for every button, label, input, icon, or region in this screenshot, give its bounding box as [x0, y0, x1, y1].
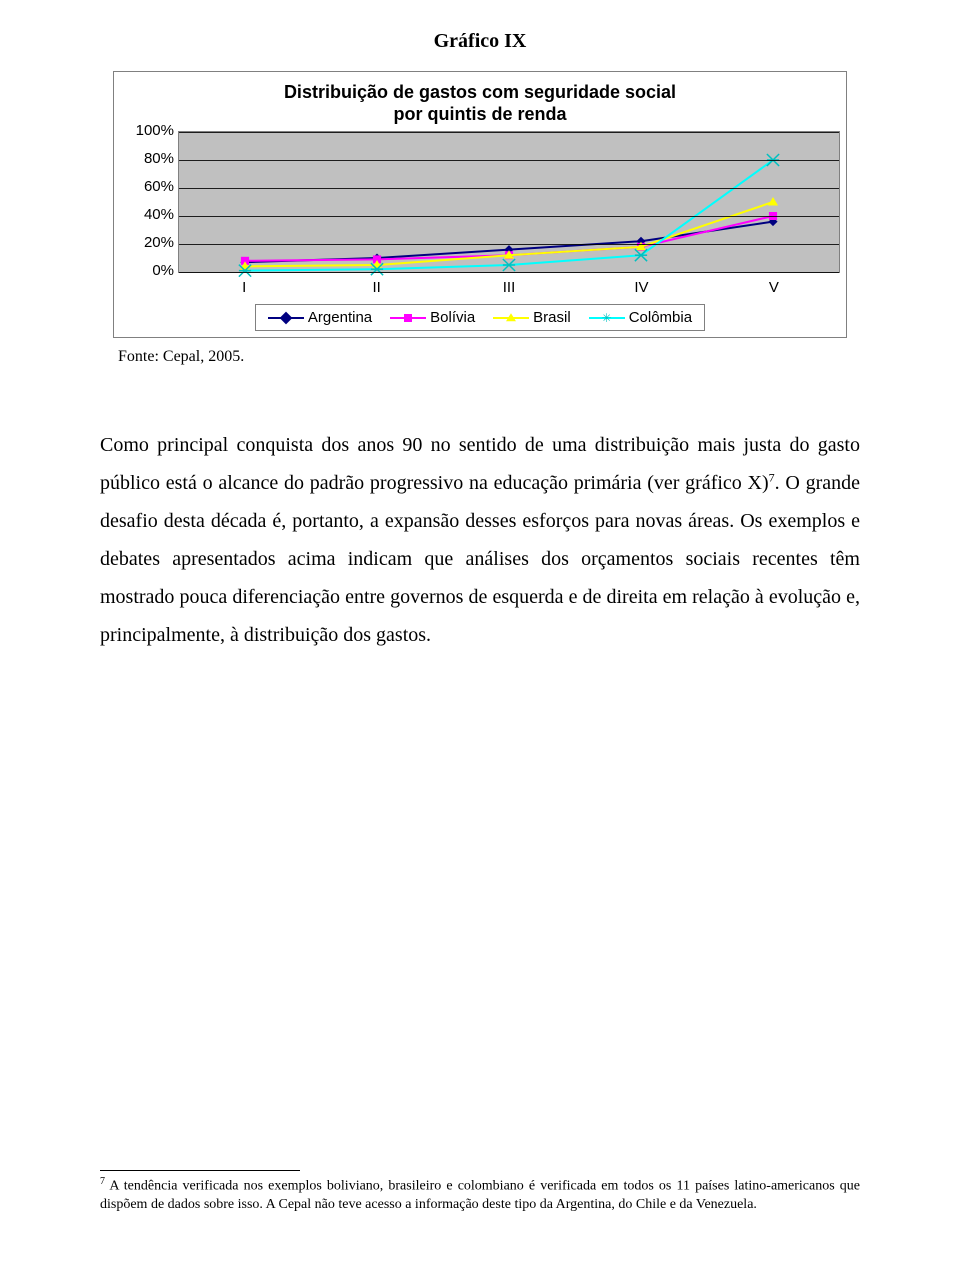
legend: Argentina Bolívia Brasil ✳Colômbia — [255, 304, 705, 331]
footnote-text: A tendência verificada nos exemplos boli… — [100, 1179, 860, 1212]
series-marker — [635, 249, 647, 261]
y-axis: 100%80%60%40%20%0% — [120, 131, 178, 271]
legend-label: Brasil — [533, 309, 571, 326]
figure-label: Gráfico IX — [100, 30, 860, 53]
legend-label: Argentina — [308, 309, 372, 326]
gridline — [179, 216, 839, 217]
plot-area — [178, 131, 840, 273]
legend-item: Bolívia — [390, 309, 475, 326]
legend-item: ✳Colômbia — [589, 309, 692, 326]
gridline — [179, 160, 839, 161]
chart-title: Distribuição de gastos com seguridade so… — [120, 82, 840, 125]
x-tick: III — [443, 279, 575, 296]
x-tick: I — [178, 279, 310, 296]
chart-container: Distribuição de gastos com seguridade so… — [113, 71, 847, 338]
source-text: Fonte: Cepal, 2005. — [118, 348, 860, 366]
gridline — [179, 272, 839, 273]
legend-item: Brasil — [493, 309, 571, 326]
x-tick: II — [310, 279, 442, 296]
chart-title-line1: Distribuição de gastos com seguridade so… — [284, 82, 676, 102]
series-marker — [503, 259, 515, 271]
footnote-mark: 7 — [100, 1176, 105, 1187]
x-axis: IIIIIIIVV — [178, 279, 840, 296]
body-paragraph: Como principal conquista dos anos 90 no … — [100, 426, 860, 654]
chart-title-line2: por quintis de renda — [393, 104, 566, 124]
footnote-7: 7 A tendência verificada nos exemplos bo… — [100, 1175, 860, 1214]
x-tick: IV — [575, 279, 707, 296]
footnote-rule — [100, 1170, 300, 1171]
legend-item: Argentina — [268, 309, 372, 326]
body-text-part1: Como principal conquista dos anos 90 no … — [100, 434, 860, 494]
legend-label: Colômbia — [629, 309, 692, 326]
series-marker — [768, 197, 778, 206]
legend-label: Bolívia — [430, 309, 475, 326]
body-text-part2: . O grande desafio desta década é, porta… — [100, 472, 860, 646]
x-tick: V — [708, 279, 840, 296]
gridline — [179, 244, 839, 245]
gridline — [179, 188, 839, 189]
gridline — [179, 132, 839, 133]
footnotes: 7 A tendência verificada nos exemplos bo… — [100, 1170, 860, 1214]
